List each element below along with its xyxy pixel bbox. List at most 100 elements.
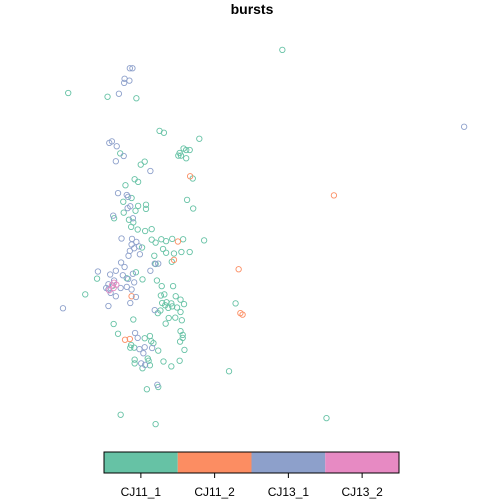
data-point-CJ13_1-41 — [129, 270, 137, 277]
data-point-CJ13_1-0 — [126, 65, 133, 72]
data-point-CJ11_2-7 — [128, 293, 135, 300]
data-point-CJ13_1-44 — [94, 268, 102, 275]
data-point-CJ11_1-112 — [323, 414, 330, 422]
data-point-CJ13_1-48 — [127, 299, 134, 307]
data-point-CJ13_1-43 — [128, 286, 135, 293]
data-point-CJ13_1-6 — [460, 123, 468, 130]
data-point-CJ13_1-8 — [106, 139, 113, 147]
data-point-CJ13_1-37 — [117, 284, 124, 292]
data-point-CJ13_1-5 — [115, 90, 123, 97]
data-point-CJ11_1-79 — [178, 317, 185, 324]
data-point-CJ13_1-16 — [110, 212, 117, 219]
data-point-CJ11_1-82 — [110, 320, 117, 328]
data-point-CJ11_1-74 — [177, 308, 184, 316]
data-point-CJ13_1-31 — [112, 267, 119, 274]
data-point-CJ11_2-8 — [126, 335, 133, 343]
data-point-CJ13_1-1 — [129, 65, 136, 72]
data-point-CJ13_1-63 — [154, 381, 161, 388]
data-point-CJ11_1-5 — [160, 129, 168, 136]
data-point-CJ11_1-97 — [145, 357, 152, 364]
data-point-CJ11_1-39 — [162, 237, 170, 245]
data-point-CJ11_1-63 — [161, 291, 168, 298]
data-point-CJ11_1-30 — [110, 215, 118, 222]
data-point-CJ13_1-53 — [134, 334, 141, 342]
data-point-CJ11_1-105 — [232, 300, 239, 307]
data-point-CJ11_1-16 — [141, 158, 148, 165]
data-point-CJ13_1-11 — [120, 152, 127, 160]
data-point-CJ11_2-0 — [186, 173, 194, 180]
data-point-CJ11_1-98 — [146, 362, 154, 369]
data-point-CJ13_1-61 — [59, 305, 67, 312]
data-point-CJ11_1-61 — [169, 282, 177, 290]
data-point-CJ11_1-36 — [141, 227, 149, 235]
data-point-CJ11_1-10 — [177, 152, 185, 159]
data-point-CJ11_1-110 — [179, 331, 186, 339]
data-point-CJ11_1-35 — [148, 225, 155, 233]
data-point-CJ11_1-68 — [172, 293, 179, 300]
data-point-CJ11_1-19 — [122, 182, 129, 189]
data-point-CJ11_2-3 — [170, 256, 178, 264]
data-point-CJ11_1-29 — [120, 209, 127, 216]
data-point-CJ11_1-93 — [131, 356, 138, 363]
data-point-CJ11_1-111 — [181, 346, 188, 354]
data-point-CJ11_1-40 — [169, 235, 176, 243]
data-point-CJ11_1-81 — [130, 316, 137, 323]
data-point-CJ11_2-2 — [174, 238, 182, 245]
legend-label-CJ11_1: CJ11_1 — [121, 485, 162, 499]
data-point-CJ11_1-78 — [172, 314, 179, 321]
data-point-CJ11_1-49 — [178, 248, 185, 256]
legend-label-CJ13_2: CJ13_2 — [341, 485, 383, 499]
data-point-CJ13_1-56 — [138, 360, 145, 367]
data-point-CJ11_1-48 — [170, 250, 178, 257]
data-point-CJ11_1-44 — [152, 239, 159, 246]
data-point-CJ11_1-20 — [134, 178, 142, 186]
data-point-CJ13_2-3 — [106, 287, 113, 294]
data-point-CJ11_1-21 — [128, 194, 135, 202]
data-point-CJ13_1-4 — [121, 79, 128, 87]
data-point-CJ11_1-84 — [141, 335, 148, 342]
data-point-CJ11_1-77 — [165, 314, 172, 322]
legend-swatch-CJ13_2 — [325, 452, 399, 473]
data-point-CJ13_1-39 — [124, 275, 132, 283]
data-point-CJ11_1-33 — [127, 223, 135, 231]
data-point-CJ11_1-1 — [65, 89, 72, 97]
data-point-CJ11_1-15 — [137, 161, 144, 168]
legend-label-CJ13_1: CJ13_1 — [268, 485, 310, 499]
data-point-CJ11_1-23 — [134, 202, 142, 210]
data-point-CJ11_1-55 — [139, 276, 146, 283]
data-point-CJ13_1-47 — [112, 293, 119, 300]
data-point-CJ11_1-47 — [162, 249, 170, 256]
data-point-CJ11_1-34 — [134, 226, 141, 233]
data-point-CJ13_1-59 — [148, 344, 156, 352]
data-point-CJ13_1-54 — [136, 345, 143, 353]
data-point-CJ13_1-18 — [127, 203, 134, 210]
data-point-CJ11_1-13 — [175, 152, 182, 159]
data-point-CJ13_1-57 — [141, 361, 149, 369]
data-point-CJ13_1-52 — [151, 260, 158, 267]
data-point-CJ13_1-27 — [125, 252, 132, 259]
data-point-CJ11_1-72 — [169, 303, 176, 310]
data-point-CJ11_1-53 — [132, 269, 140, 276]
data-point-CJ11_1-50 — [186, 248, 193, 256]
data-point-CJ11_1-103 — [176, 338, 184, 345]
data-point-CJ11_1-66 — [168, 300, 175, 307]
data-point-CJ13_1-14 — [114, 189, 122, 197]
series-CJ11_2 — [121, 173, 338, 343]
data-points — [59, 46, 468, 428]
data-point-CJ11_1-62 — [157, 292, 165, 299]
data-point-CJ11_1-25 — [142, 205, 150, 213]
data-point-CJ13_1-55 — [140, 350, 147, 357]
data-point-CJ11_1-37 — [148, 236, 155, 243]
data-point-CJ13_1-58 — [141, 344, 148, 351]
data-point-CJ13_1-49 — [132, 293, 140, 301]
data-point-CJ13_1-3 — [126, 77, 133, 84]
data-point-CJ11_1-22 — [120, 198, 127, 205]
data-point-CJ11_1-108 — [117, 411, 124, 418]
data-point-CJ11_1-24 — [142, 201, 150, 208]
legend-swatch-CJ11_2 — [177, 452, 252, 473]
data-point-CJ11_1-54 — [123, 275, 130, 282]
series-CJ11_1 — [65, 46, 330, 428]
data-point-CJ11_1-83 — [114, 330, 122, 337]
data-point-CJ11_1-46 — [151, 252, 158, 259]
